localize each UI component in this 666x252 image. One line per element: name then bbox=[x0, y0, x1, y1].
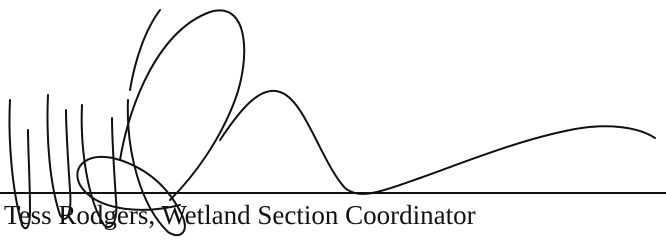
signature-line bbox=[0, 192, 666, 194]
signature-stroke bbox=[220, 91, 655, 194]
signature-stroke bbox=[120, 10, 244, 200]
page: {"signature_block": {"caption": "Tess Ro… bbox=[0, 0, 666, 252]
signatory-caption: Tess Rodgers, Wetland Section Coordinato… bbox=[4, 200, 476, 231]
